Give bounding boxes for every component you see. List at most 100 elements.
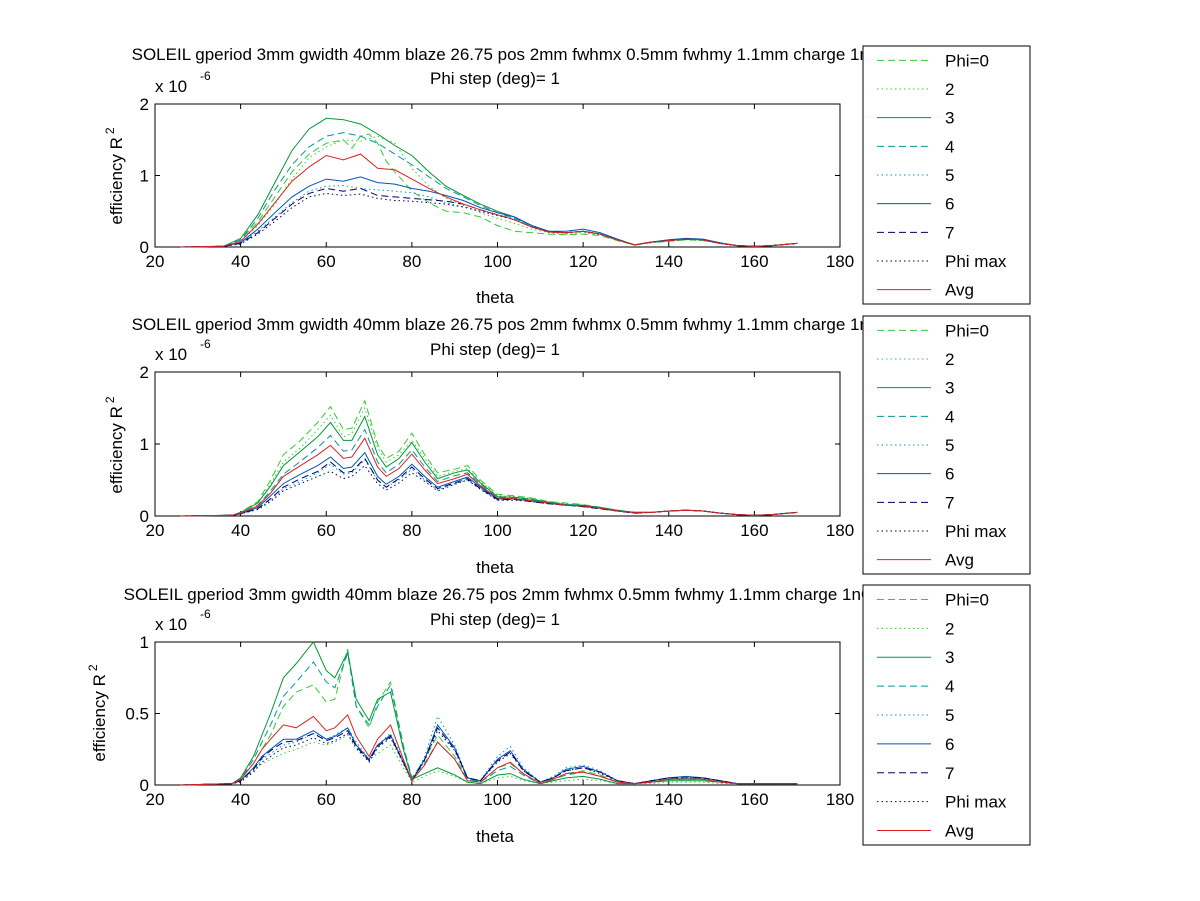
subplot-1-legend-label: 7: [945, 223, 954, 242]
subplot-3-xtick-label: 160: [740, 790, 768, 809]
subplot-3-exponent-power: -6: [200, 607, 211, 621]
subplot-2-series-4: [180, 428, 798, 517]
subplot-2-x-ticks: 20 40 60 80 100 120 140 160 180: [146, 372, 854, 540]
subplot-1-ylabel: efficiency R 2: [103, 127, 126, 225]
subplot-3-y-ticks: 00.51: [125, 633, 840, 795]
subplot-1-ylabel-text: efficiency R: [107, 137, 126, 225]
subplot-2-legend-label: 7: [945, 493, 954, 512]
subplot-1-legend-label: 6: [945, 195, 954, 214]
subplot-1: SOLEIL gperiod 3mm gwidth 40mm blaze 26.…: [103, 45, 1031, 307]
subplot-1-legend-label: 5: [945, 166, 954, 185]
subplot-3-legend-label: 5: [945, 706, 954, 725]
subplot-3-legend-label: 3: [945, 648, 954, 667]
subplot-1-exponent-power: -6: [200, 69, 211, 83]
subplot-3-x-ticks: 20 40 60 80 100 120 140 160 180: [146, 642, 854, 809]
subplot-3-xtick-label: 140: [655, 790, 683, 809]
subplot-3-ylabel-text: efficiency R: [90, 674, 109, 762]
subplot-1-series-2: [180, 135, 798, 248]
subplot-2-series-avg: [180, 437, 798, 517]
subplot-2-legend-label: 5: [945, 436, 954, 455]
subplot-1-ytick-label: 1: [140, 167, 149, 186]
subplot-2-xtick-label: 60: [317, 521, 336, 540]
subplot-2-xtick-label: 140: [655, 521, 683, 540]
subplot-2-xlabel: theta: [476, 558, 514, 577]
subplot-1-xtick-label: 160: [740, 252, 768, 271]
svg-text:efficiency R2: efficiency R 2: [103, 127, 126, 225]
subplot-1-xtick-label: 40: [231, 252, 250, 271]
subplot-1-exponent-label: x 10 -6: [155, 69, 211, 96]
subplot-1-xtick-label: 120: [569, 252, 597, 271]
subplot-2: SOLEIL gperiod 3mm gwidth 40mm blaze 26.…: [103, 315, 1031, 577]
subplot-2-ylabel-text: efficiency R: [107, 406, 126, 494]
subplot-1-legend-label: 2: [945, 80, 954, 99]
subplot-2-xtick-label: 40: [231, 521, 250, 540]
subplot-2-legend-label: 3: [945, 379, 954, 398]
subplot-1-legend: Phi=0 2 3 4 5 6 7 Phi max Avg: [862, 45, 1031, 305]
subplot-1-title-line-1: SOLEIL gperiod 3mm gwidth 40mm blaze 26.…: [132, 45, 965, 64]
subplot-1-ylabel-superscript: 2: [103, 127, 117, 134]
subplot-3-ylabel-superscript: 2: [86, 664, 100, 671]
subplot-1-x-ticks: 20 40 60 80 100 120 140 160 180: [146, 104, 854, 271]
subplot-1-legend-label: 4: [945, 137, 954, 156]
subplot-1-ytick-label: 2: [140, 95, 149, 114]
subplot-1-xtick-label: 60: [317, 252, 336, 271]
subplot-3-xtick-label: 40: [231, 790, 250, 809]
subplot-1-xtick-label: 80: [402, 252, 421, 271]
subplot-3-xlabel: theta: [476, 827, 514, 846]
subplot-2-legend-label: Phi max: [945, 522, 1007, 541]
subplot-1-title-line-2: Phi step (deg)= 1: [430, 69, 560, 88]
subplot-1-series-phi-0: [180, 133, 798, 248]
subplot-3-legend-label: Phi=0: [945, 590, 989, 609]
subplot-3-ytick-label: 0.5: [125, 705, 149, 724]
subplot-1-title: SOLEIL gperiod 3mm gwidth 40mm blaze 26.…: [132, 45, 965, 88]
subplot-2-legend: Phi=0 2 3 4 5 6 7 Phi max Avg: [862, 315, 1031, 575]
subplot-3-xtick-label: 20: [146, 790, 165, 809]
svg-text:efficiency R2: efficiency R 2: [103, 396, 126, 494]
subplot-3-legend-label: 4: [945, 677, 954, 696]
subplot-1-legend-label: Phi=0: [945, 51, 989, 70]
subplot-1-xtick-label: 180: [826, 252, 854, 271]
subplot-2-series-2: [180, 406, 798, 517]
subplot-2-ytick-label: 2: [140, 363, 149, 382]
subplot-3-title: SOLEIL gperiod 3mm gwidth 40mm blaze 26.…: [124, 585, 957, 629]
subplot-1-xtick-label: 100: [483, 252, 511, 271]
subplot-2-exponent-power: -6: [200, 337, 211, 351]
subplot-1-xlabel: theta: [476, 288, 514, 307]
subplot-3-exponent-label: x 10 -6: [155, 607, 211, 634]
subplot-1-xtick-label: 140: [655, 252, 683, 271]
subplot-3-xtick-label: 80: [402, 790, 421, 809]
subplot-2-legend-label: 6: [945, 465, 954, 484]
subplot-3-legend: Phi=0 2 3 4 5 6 7 Phi max Avg: [862, 584, 1031, 846]
subplot-1-legend-label: 3: [945, 109, 954, 128]
subplot-2-ytick-label: 0: [140, 507, 149, 526]
subplot-2-exponent-base: x 10: [155, 345, 187, 364]
subplot-1-legend-label: Phi max: [945, 252, 1007, 271]
subplot-3-series: [180, 641, 798, 786]
subplot-3-xtick-label: 180: [826, 790, 854, 809]
subplot-3-series-phi-max: [180, 729, 798, 786]
subplot-3: SOLEIL gperiod 3mm gwidth 40mm blaze 26.…: [86, 584, 1031, 846]
subplot-1-exponent-base: x 10: [155, 77, 187, 96]
subplot-2-series: [180, 399, 798, 517]
subplot-3-legend-label: 2: [945, 619, 954, 638]
subplot-3-exponent-base: x 10: [155, 615, 187, 634]
subplot-1-ytick-label: 0: [140, 238, 149, 257]
subplot-2-ylabel: efficiency R 2: [103, 396, 126, 494]
svg-text:efficiency R2: efficiency R 2: [86, 664, 109, 762]
subplot-2-title-line-2: Phi step (deg)= 1: [430, 340, 560, 359]
subplot-2-xtick-label: 80: [402, 521, 421, 540]
subplot-2-xtick-label: 180: [826, 521, 854, 540]
subplot-2-legend-label: Phi=0: [945, 321, 989, 340]
subplot-3-legend-label: Phi max: [945, 793, 1007, 812]
subplot-3-series-avg: [180, 714, 798, 786]
subplot-1-series-4: [180, 132, 798, 248]
subplot-2-xtick-label: 160: [740, 521, 768, 540]
subplot-2-ytick-label: 1: [140, 435, 149, 454]
subplot-3-legend-label: 6: [945, 735, 954, 754]
subplot-3-legend-label: 7: [945, 764, 954, 783]
subplot-3-series-3: [180, 641, 798, 786]
subplot-3-title-line-2: Phi step (deg)= 1: [430, 610, 560, 629]
subplot-2-exponent-label: x 10 -6: [155, 337, 211, 364]
subplot-2-title: SOLEIL gperiod 3mm gwidth 40mm blaze 26.…: [132, 315, 965, 359]
